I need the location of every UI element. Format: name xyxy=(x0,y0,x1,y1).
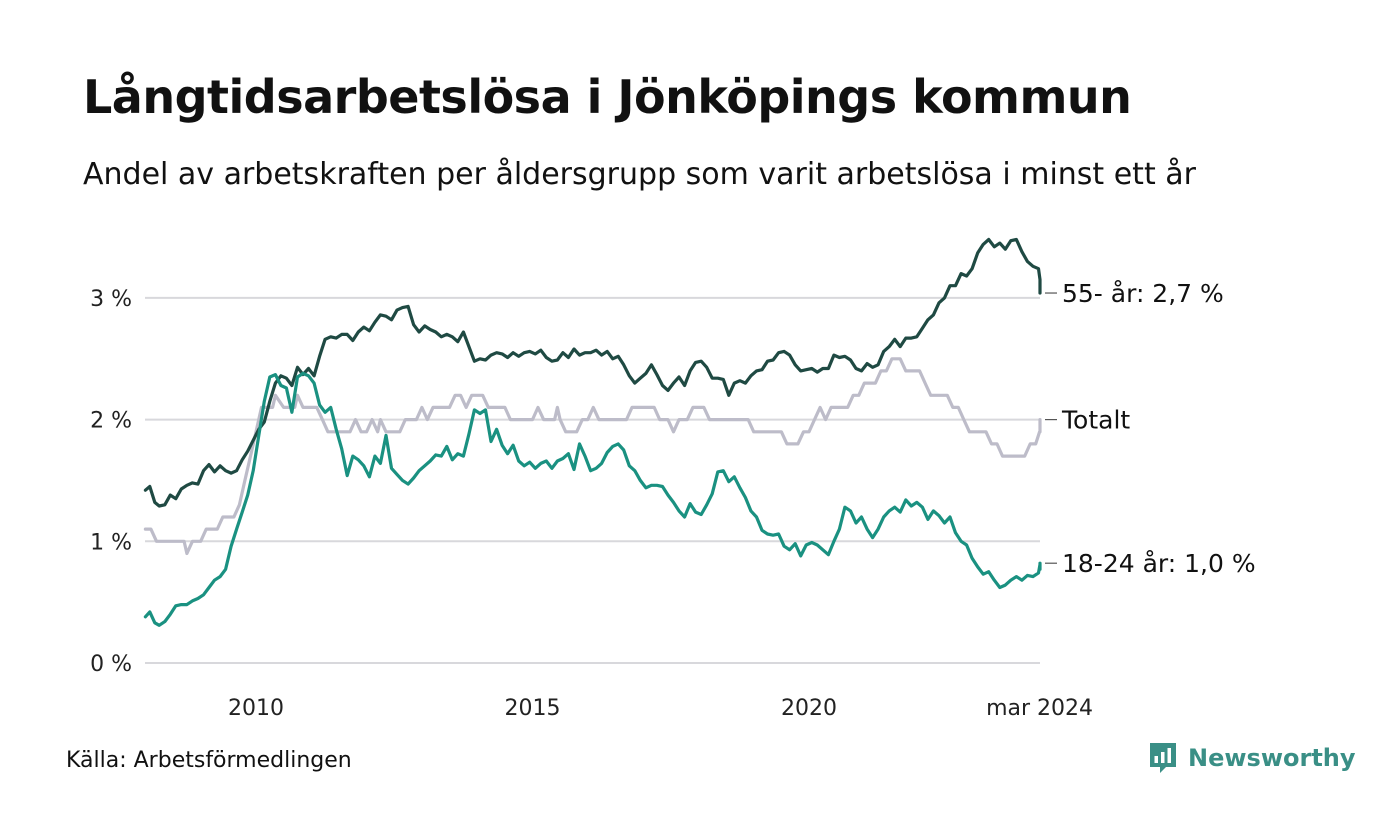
series-lines xyxy=(143,237,1042,627)
series-end-label: 55- år: 2,7 % xyxy=(1062,279,1224,308)
y-tick-label: 2 % xyxy=(90,409,132,434)
x-tick-label: 2015 xyxy=(505,696,561,721)
gridlines xyxy=(145,296,1040,664)
x-tick-label: 2020 xyxy=(781,696,837,721)
series-line xyxy=(143,237,1042,508)
y-tick-label: 3 % xyxy=(90,287,132,312)
newsworthy-logo-icon xyxy=(1150,743,1176,773)
chart-subtitle: Andel av arbetskraften per åldersgrupp s… xyxy=(83,157,1196,192)
series-line xyxy=(143,357,1042,556)
brand-logo[interactable]: Newsworthy xyxy=(1148,741,1356,775)
brand-name: Newsworthy xyxy=(1188,744,1356,772)
x-tick-label: mar 2024 xyxy=(986,696,1093,721)
series-line xyxy=(143,371,1042,627)
y-tick-label: 0 % xyxy=(90,652,132,677)
chart-title: Långtidsarbetslösa i Jönköpings kommun xyxy=(83,70,1132,124)
series-end-labels: Totalt 55- år: 2,7 % 18-24 år: 1,0 % xyxy=(1045,279,1256,578)
y-axis-ticks: 0 % 1 % 2 % 3 % xyxy=(90,287,132,677)
series-end-label: Totalt xyxy=(1061,406,1130,435)
y-tick-label: 1 % xyxy=(90,530,132,555)
source-note: Källa: Arbetsförmedlingen xyxy=(66,748,352,773)
series-end-label: 18-24 år: 1,0 % xyxy=(1062,549,1256,578)
x-tick-label: 2010 xyxy=(228,696,284,721)
x-axis-ticks: 2010 2015 2020 mar 2024 xyxy=(228,696,1093,721)
